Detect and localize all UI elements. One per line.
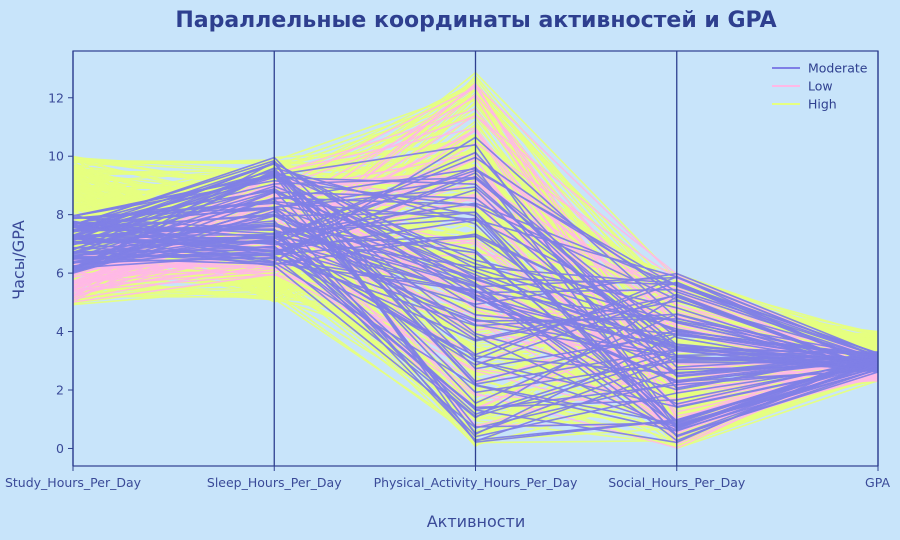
legend-label: Moderate [808, 61, 868, 76]
x-tick-label: Physical_Activity_Hours_Per_Day [374, 475, 578, 490]
legend-label: Low [808, 79, 833, 94]
y-tick-label: 8 [56, 207, 64, 222]
x-axis-label: Активности [427, 512, 526, 531]
x-tick-label: Sleep_Hours_Per_Day [207, 475, 342, 490]
x-tick-label: Social_Hours_Per_Day [608, 475, 746, 490]
y-tick-label: 12 [48, 90, 64, 105]
y-tick-label: 0 [56, 441, 64, 456]
y-ticks: 0 2 4 6 8 10 12 [48, 90, 73, 456]
x-tick-label: Study_Hours_Per_Day [5, 475, 142, 490]
y-tick-label: 6 [56, 266, 64, 281]
legend: Moderate Low High [772, 61, 868, 112]
y-tick-label: 2 [56, 383, 64, 398]
x-tick-label: GPA [865, 475, 890, 490]
y-tick-label: 10 [48, 149, 64, 164]
y-tick-label: 4 [56, 324, 64, 339]
chart-title: Параллельные координаты активностей и GP… [175, 8, 776, 33]
legend-label: High [808, 97, 837, 112]
x-ticks: Study_Hours_Per_Day Sleep_Hours_Per_Day Ph… [5, 466, 890, 490]
y-axis-label: Часы/GPA [9, 220, 28, 300]
